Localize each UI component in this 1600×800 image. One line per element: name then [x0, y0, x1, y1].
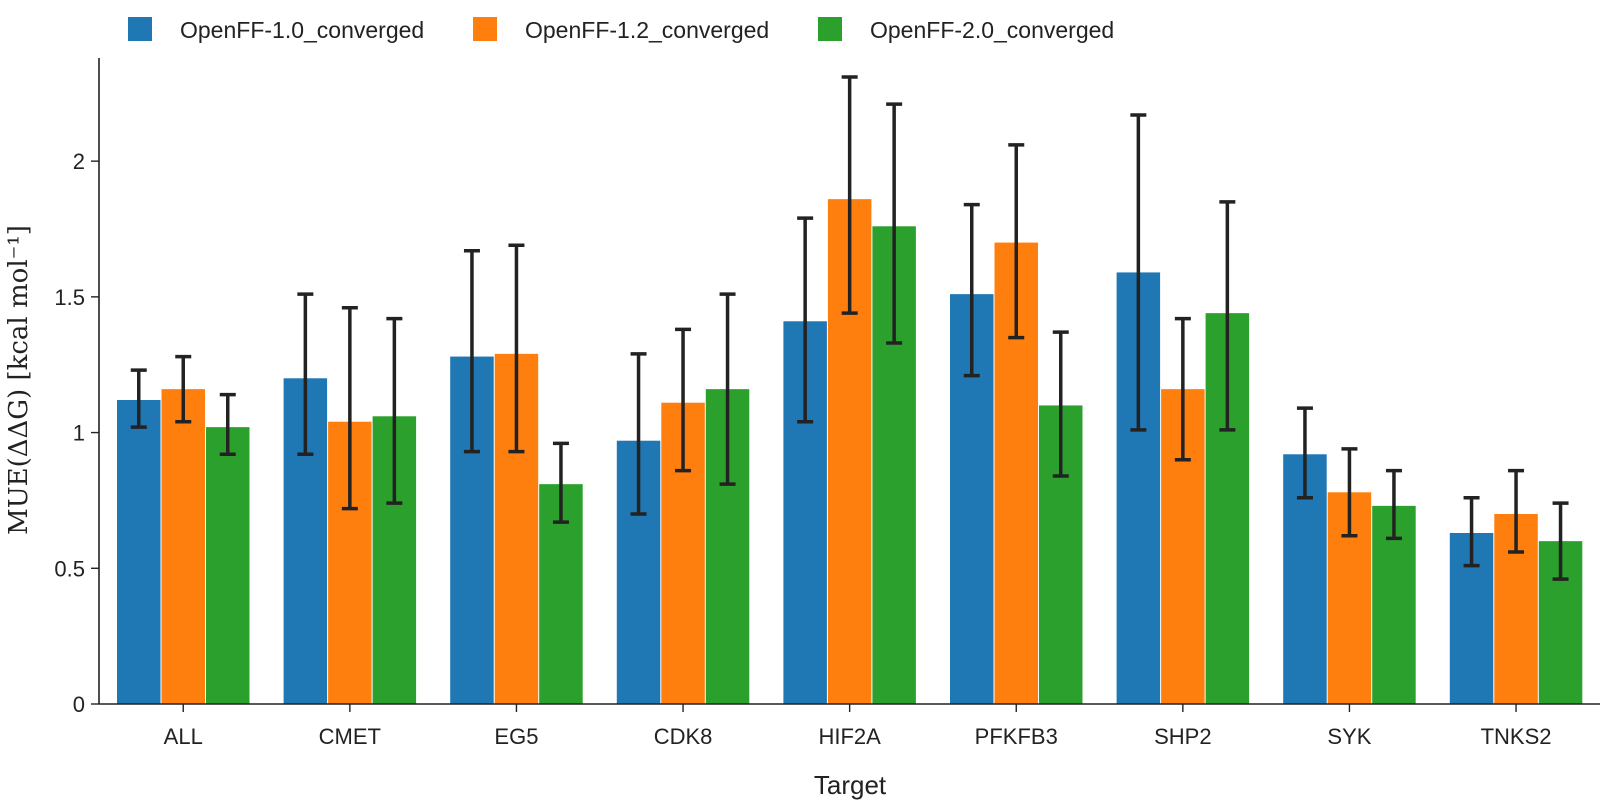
error-bar-shp2-series-1 — [1130, 113, 1147, 432]
error-bars — [130, 75, 1569, 581]
legend-swatch-3 — [818, 17, 842, 41]
error-bar-tnks2-series-1 — [1463, 495, 1480, 568]
error-bar-pfkfb3-series-3 — [1052, 330, 1069, 478]
x-tick-label-tnks2: TNKS2 — [1481, 724, 1552, 749]
x-tick-label-cmet: CMET — [319, 724, 381, 749]
y-axis: 0 0.5 1 1.5 2 — [54, 58, 100, 717]
bar-all-series-3 — [206, 427, 250, 704]
error-bar-pfkfb3-series-2 — [1008, 143, 1025, 340]
error-bar-tnks2-series-3 — [1552, 501, 1569, 581]
error-bar-all-series-3 — [219, 392, 236, 457]
y-tick-label: 0.5 — [54, 556, 85, 581]
x-tick-label-cdk8: CDK8 — [654, 724, 713, 749]
legend-label-3: OpenFF-2.0_converged — [870, 17, 1114, 43]
x-axis-title: Target — [814, 770, 887, 800]
error-bar-eg5-series-3 — [552, 441, 569, 524]
bar-all-series-1 — [117, 400, 161, 704]
x-tick-label-pfkfb3: PFKFB3 — [975, 724, 1058, 749]
y-tick-label: 1.5 — [54, 285, 85, 310]
error-bar-syk-series-3 — [1385, 468, 1402, 541]
error-bar-cdk8-series-1 — [630, 352, 647, 516]
error-bar-eg5-series-1 — [463, 248, 480, 454]
x-tick-label-hif2a: HIF2A — [818, 724, 881, 749]
error-bar-all-series-1 — [130, 368, 147, 429]
x-tick-label-all: ALL — [164, 724, 203, 749]
error-bar-pfkfb3-series-1 — [963, 202, 980, 378]
bars — [117, 199, 1583, 705]
legend-label-2: OpenFF-1.2_converged — [525, 17, 769, 43]
error-bar-cmet-series-3 — [386, 316, 403, 505]
x-tick-label-eg5: EG5 — [494, 724, 538, 749]
error-bar-cmet-series-1 — [297, 292, 314, 457]
error-bar-syk-series-1 — [1296, 406, 1313, 500]
legend-swatch-1 — [128, 17, 152, 41]
y-tick-label: 1 — [73, 421, 85, 446]
error-bar-hif2a-series-3 — [886, 102, 903, 345]
x-tick-label-syk: SYK — [1327, 724, 1371, 749]
legend: OpenFF-1.0_converged OpenFF-1.2_converged… — [128, 17, 1114, 43]
bar-all-series-2 — [161, 389, 205, 704]
y-tick-label: 0 — [73, 692, 85, 717]
error-bar-all-series-2 — [175, 354, 192, 424]
error-bar-eg5-series-2 — [508, 243, 525, 454]
error-bar-cdk8-series-2 — [675, 327, 692, 473]
error-bar-syk-series-2 — [1341, 447, 1358, 538]
legend-label-1: OpenFF-1.0_converged — [180, 17, 424, 43]
error-bar-shp2-series-2 — [1174, 316, 1191, 462]
error-bar-cdk8-series-3 — [719, 292, 736, 486]
error-bar-shp2-series-3 — [1219, 200, 1236, 432]
x-tick-label-shp2: SHP2 — [1154, 724, 1211, 749]
error-bar-hif2a-series-2 — [841, 75, 858, 315]
y-tick-label: 2 — [73, 149, 85, 174]
legend-swatch-2 — [473, 17, 497, 41]
error-bar-cmet-series-2 — [341, 305, 358, 511]
x-axis: ALL CMET EG5 CDK8 HIF2A PFKFB3 SHP2 SYK TNKS2 — [99, 703, 1600, 749]
error-bar-tnks2-series-2 — [1508, 468, 1525, 554]
error-bar-hif2a-series-1 — [797, 216, 814, 424]
y-axis-title: MUE(ΔΔG) [kcal mol⁻¹] — [4, 225, 34, 535]
